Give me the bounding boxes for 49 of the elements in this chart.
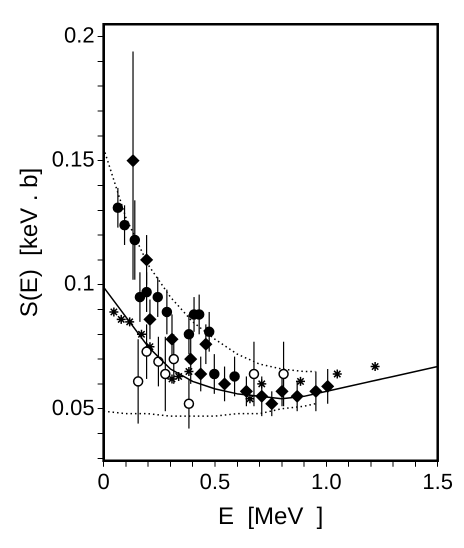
point — [184, 398, 194, 409]
point — [119, 220, 130, 230]
point — [140, 254, 153, 266]
point — [173, 371, 184, 382]
y-tick-label: 0.1 — [64, 270, 95, 296]
x-tick-label: 0 — [97, 469, 110, 494]
point — [200, 338, 212, 350]
x-tick-label: 1.5 — [422, 469, 454, 494]
x-axis-title: E [MeV ] — [218, 503, 324, 530]
point — [184, 366, 194, 377]
x-tick-label: 1.0 — [311, 469, 342, 494]
point — [141, 346, 152, 357]
point — [132, 376, 144, 387]
point — [184, 352, 197, 366]
point — [256, 378, 268, 390]
point — [108, 306, 120, 318]
y-tick-label: 0.05 — [52, 394, 95, 420]
point — [276, 385, 288, 398]
point — [162, 306, 172, 318]
point — [229, 371, 240, 382]
point — [278, 368, 289, 380]
point — [166, 332, 178, 346]
y-tick-label: 0.15 — [52, 146, 95, 172]
point — [266, 397, 278, 410]
point — [370, 361, 380, 372]
y-tick-label: 0.2 — [64, 22, 95, 48]
point — [166, 374, 178, 384]
point — [332, 368, 343, 380]
point — [194, 368, 207, 380]
point — [141, 286, 152, 298]
point — [209, 368, 220, 380]
point — [184, 329, 194, 340]
point — [240, 385, 253, 398]
point — [321, 380, 334, 393]
point — [152, 292, 163, 302]
point — [144, 341, 156, 352]
point — [144, 313, 156, 326]
point — [116, 314, 126, 325]
point — [126, 154, 140, 167]
x-tick-label: 0.5 — [200, 469, 230, 494]
point — [160, 368, 171, 380]
y-axis-title: S(E) [keV . b] — [16, 168, 44, 318]
point — [248, 368, 260, 380]
point — [204, 326, 214, 338]
point — [168, 354, 180, 364]
point — [218, 378, 231, 390]
point — [130, 234, 140, 246]
point — [112, 202, 124, 214]
point — [124, 316, 135, 328]
